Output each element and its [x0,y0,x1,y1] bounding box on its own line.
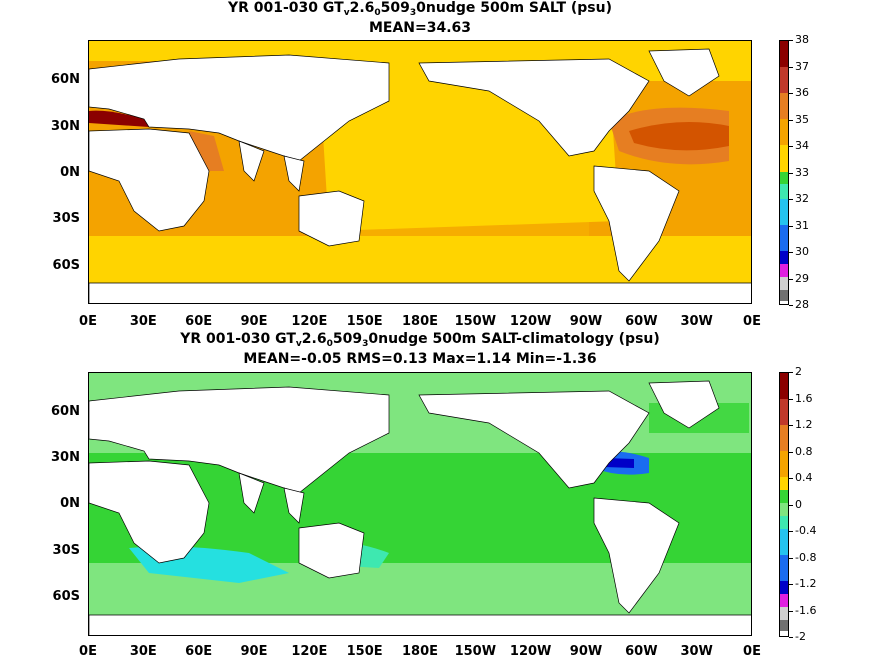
salinity-map [88,40,752,304]
colorbar-label: 0.4 [795,471,813,484]
colorbar-label: 31 [795,218,809,232]
panel1-stats: MEAN=34.63 [368,20,472,36]
panel2-lat-30s: 30S [52,543,80,558]
panel1-lat-30s: 30S [52,211,80,226]
colorbar-tick [789,504,793,506]
lon-label: 30W [680,314,713,329]
colorbar-label: 0.8 [795,444,813,458]
lon-label: 90E [240,644,268,659]
colorbar-label: 0 [795,497,802,511]
lon-label: 30E [129,644,157,659]
colorbar-tick [789,478,793,479]
panel2-lat-0n: 0N [60,496,80,511]
panel1-lat-60n: 60N [51,72,80,87]
lon-label: 30W [680,644,713,659]
colorbar-label: -0.8 [795,550,817,564]
colorbar-tick [789,119,793,121]
colorbar-label: 35 [795,112,809,126]
colorbar-tick [789,372,793,373]
colorbar-label: 36 [795,86,809,99]
colorbar-label: 1.2 [795,418,813,431]
colorbar-tick [789,305,793,306]
colorbar-tick [789,93,793,94]
colorbar-label: 2 [795,365,802,378]
salinity-field [89,41,751,303]
lon-label: 90E [240,314,268,329]
lon-label: 60W [625,644,658,659]
panel1-lat-60s: 60S [52,258,80,273]
panel2-title: YR 001-030 GTv2.6050930nudge 500m SALT-c… [180,331,660,349]
lon-label: 120E [291,644,328,659]
lon-label: 150E [346,644,383,659]
panel2-lat-60s: 60S [52,589,80,604]
colorbar-label: 28 [795,298,809,311]
colorbar-label: -2 [795,630,806,643]
panel2-colorbar [779,372,789,637]
lon-label: 180E [401,644,439,659]
colorbar-tick [789,278,793,280]
colorbar-tick [789,425,793,426]
anomaly-field [89,373,751,635]
lon-label: 0E [79,314,97,329]
colorbar-label: 33 [795,165,809,179]
lon-label: 120E [291,314,328,329]
lon-label: 180E [401,314,439,329]
colorbar-tick [789,252,793,253]
lon-label: 30E [129,314,157,329]
colorbar-tick [789,451,793,453]
colorbar-tick [789,199,793,200]
colorbar-label: 30 [795,245,809,258]
colorbar-label: 37 [795,59,809,73]
lon-label: 60E [185,314,213,329]
colorbar-label: 32 [795,192,809,205]
colorbar-label: -1.2 [795,577,817,590]
lon-label: 150W [454,314,497,329]
lon-label: 0E [743,644,761,659]
colorbar-tick [789,398,793,400]
panel1-title: YR 001-030 GTv2.6050930nudge 500m SALT (… [227,0,612,18]
colorbar-label: 38 [795,33,809,46]
panel1-lat-0n: 0N [60,165,80,180]
colorbar-tick [789,610,793,612]
colorbar-tick [789,637,793,638]
lon-label: 60E [185,644,213,659]
lon-label: 150W [454,644,497,659]
lon-label: 90W [569,314,603,329]
lon-label: 0E [743,314,761,329]
colorbar-tick [789,172,793,174]
lon-label: 90W [569,644,603,659]
lon-label: 0E [79,644,97,659]
colorbar-tick [789,225,793,227]
panel2-lat-30n: 30N [51,450,80,465]
colorbar-tick [789,557,793,559]
colorbar-tick [789,66,793,68]
colorbar-label: 1.6 [795,391,813,405]
panel1-lat-30n: 30N [51,119,80,134]
colorbar-tick [789,584,793,585]
lon-label: 60W [625,314,658,329]
colorbar-tick [789,40,793,41]
panel2-lat-60n: 60N [51,404,80,419]
lon-label: 120W [509,314,552,329]
colorbar-tick [789,146,793,147]
salinity-anomaly-map [88,372,752,636]
panel1-colorbar [779,40,789,305]
colorbar-tick [789,531,793,532]
lon-label: 150E [346,314,383,329]
colorbar-label: 34 [795,139,809,152]
colorbar-label: -0.4 [795,524,817,537]
panel2-stats: MEAN=-0.05 RMS=0.13 Max=1.14 Min=-1.36 [243,351,597,367]
lon-label: 120W [509,644,552,659]
colorbar-label: 29 [795,271,809,285]
colorbar-label: -1.6 [795,603,817,617]
